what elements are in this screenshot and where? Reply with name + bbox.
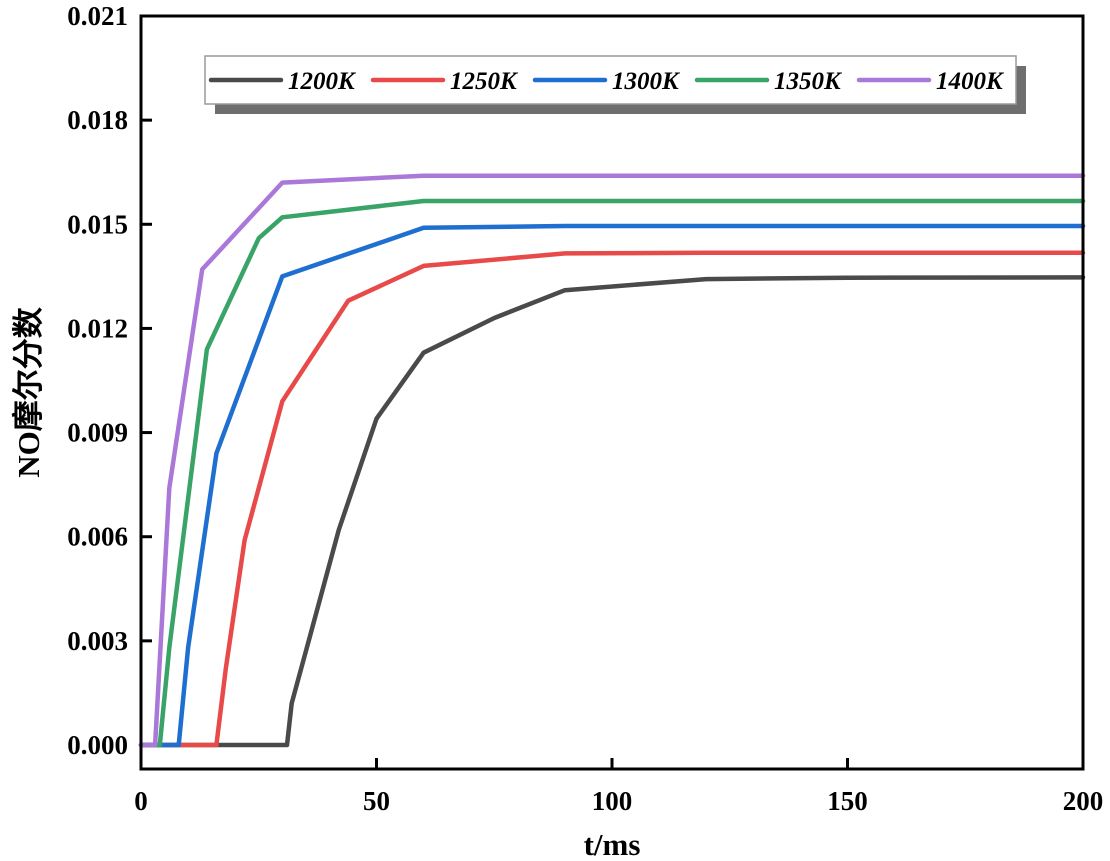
legend-label-1350K: 1350K xyxy=(774,68,843,95)
y-tick-label: 0.012 xyxy=(67,313,128,343)
y-tick-label: 0.000 xyxy=(67,730,128,760)
x-axis-title: t/ms xyxy=(584,827,641,861)
legend-label-1250K: 1250K xyxy=(450,68,519,95)
y-tick-label: 0.015 xyxy=(67,209,128,239)
series-line-1300K xyxy=(138,223,1086,748)
y-tick-label: 0.018 xyxy=(67,105,128,135)
x-tick-label: 0 xyxy=(134,786,148,816)
series-line-1250K xyxy=(138,250,1086,748)
y-tick-label: 0.009 xyxy=(67,418,128,448)
legend: 1200K 1250K 1300K 1350K 1400K xyxy=(204,55,1026,114)
y-tick-label: 0.021 xyxy=(67,1,128,31)
legend-items: 1200K 1250K 1300K 1350K 1400K xyxy=(208,68,1005,95)
plot-frame xyxy=(139,14,1085,771)
series-line-1400K xyxy=(138,173,1086,748)
x-tick-label: 150 xyxy=(827,786,868,816)
legend-label-1200K: 1200K xyxy=(288,68,357,95)
y-tick-label: 0.006 xyxy=(67,522,128,552)
plot-series-group xyxy=(138,173,1086,748)
y-axis-ticks: 0.000 0.003 0.006 0.009 0.012 0.015 0.018 0.021 xyxy=(67,1,152,760)
x-tick-label: 200 xyxy=(1063,786,1104,816)
y-axis-title: NO摩尔分数 xyxy=(11,307,46,478)
x-axis-ticks: 0 50 100 150 200 xyxy=(134,758,1103,816)
series-line-1350K xyxy=(138,198,1086,748)
x-tick-label: 100 xyxy=(592,786,633,816)
legend-label-1400K: 1400K xyxy=(936,68,1005,95)
y-tick-label: 0.003 xyxy=(67,626,128,656)
series-line-1200K xyxy=(138,275,1086,748)
x-tick-label: 50 xyxy=(363,786,390,816)
legend-label-1300K: 1300K xyxy=(612,68,681,95)
